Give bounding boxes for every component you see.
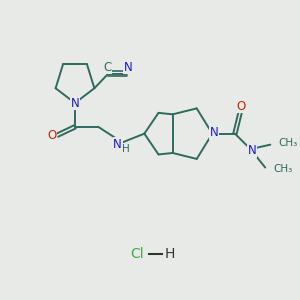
Text: H: H — [122, 144, 129, 154]
Text: H: H — [165, 247, 175, 261]
Text: CH₃: CH₃ — [273, 164, 292, 174]
Text: CH₃: CH₃ — [278, 139, 298, 148]
Text: Cl: Cl — [130, 247, 144, 261]
Text: O: O — [236, 100, 245, 113]
Text: O: O — [47, 129, 56, 142]
Text: N: N — [124, 61, 132, 74]
Text: C: C — [103, 61, 111, 74]
Text: N: N — [248, 144, 256, 158]
Text: N: N — [113, 138, 122, 151]
Text: N: N — [210, 126, 218, 139]
Text: N: N — [70, 97, 80, 110]
